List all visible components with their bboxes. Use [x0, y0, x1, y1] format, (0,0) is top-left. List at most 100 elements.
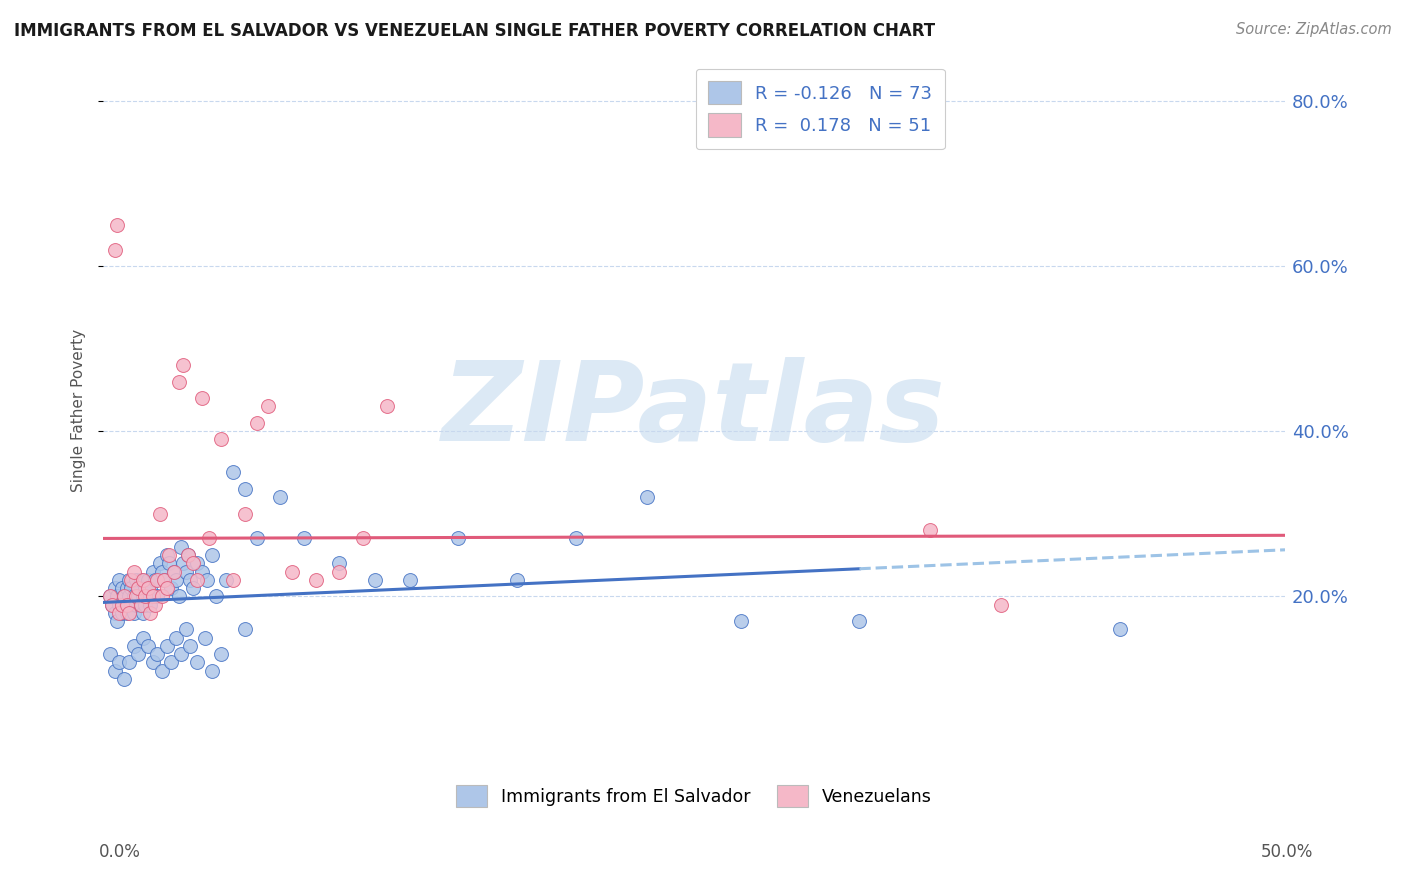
- Point: [174, 623, 197, 637]
- Point: [167, 375, 190, 389]
- Point: [120, 581, 142, 595]
- Point: [195, 573, 218, 587]
- Point: [233, 623, 256, 637]
- Point: [446, 532, 468, 546]
- Point: [505, 573, 527, 587]
- Point: [143, 573, 166, 587]
- Point: [136, 639, 159, 653]
- Point: [120, 573, 142, 587]
- Text: 0.0%: 0.0%: [98, 843, 141, 861]
- Point: [136, 581, 159, 595]
- Point: [177, 548, 200, 562]
- Point: [127, 589, 149, 603]
- Point: [179, 573, 201, 587]
- Text: 50.0%: 50.0%: [1260, 843, 1313, 861]
- Point: [118, 589, 141, 603]
- Point: [132, 573, 155, 587]
- Point: [191, 565, 214, 579]
- Point: [127, 581, 149, 595]
- Point: [125, 589, 148, 603]
- Point: [222, 466, 245, 480]
- Point: [127, 647, 149, 661]
- Point: [167, 589, 190, 603]
- Point: [179, 639, 201, 653]
- Point: [120, 598, 142, 612]
- Point: [1108, 623, 1130, 637]
- Point: [364, 573, 387, 587]
- Point: [848, 614, 870, 628]
- Point: [139, 581, 162, 595]
- Point: [111, 598, 134, 612]
- Y-axis label: Single Father Poverty: Single Father Poverty: [72, 329, 86, 492]
- Point: [163, 565, 186, 579]
- Point: [132, 631, 155, 645]
- Point: [160, 581, 183, 595]
- Point: [111, 606, 134, 620]
- Point: [281, 565, 304, 579]
- Point: [104, 243, 127, 257]
- Point: [105, 589, 128, 603]
- Point: [129, 573, 152, 587]
- Point: [129, 598, 152, 612]
- Point: [201, 548, 224, 562]
- Text: IMMIGRANTS FROM EL SALVADOR VS VENEZUELAN SINGLE FATHER POVERTY CORRELATION CHAR: IMMIGRANTS FROM EL SALVADOR VS VENEZUELA…: [14, 22, 935, 40]
- Point: [920, 523, 942, 537]
- Point: [112, 589, 135, 603]
- Point: [98, 589, 121, 603]
- Point: [153, 573, 176, 587]
- Point: [127, 581, 149, 595]
- Point: [146, 573, 169, 587]
- Point: [163, 565, 186, 579]
- Point: [136, 573, 159, 587]
- Point: [222, 573, 245, 587]
- Point: [165, 631, 187, 645]
- Point: [125, 573, 148, 587]
- Point: [112, 598, 135, 612]
- Point: [172, 556, 194, 570]
- Point: [636, 490, 658, 504]
- Point: [150, 589, 173, 603]
- Point: [115, 606, 138, 620]
- Point: [160, 656, 183, 670]
- Point: [201, 664, 224, 678]
- Legend: Immigrants from El Salvador, Venezuelans: Immigrants from El Salvador, Venezuelans: [447, 776, 941, 816]
- Point: [108, 656, 131, 670]
- Point: [191, 391, 214, 405]
- Point: [233, 507, 256, 521]
- Point: [186, 573, 208, 587]
- Point: [142, 565, 165, 579]
- Point: [165, 573, 187, 587]
- Point: [132, 606, 155, 620]
- Point: [122, 565, 145, 579]
- Point: [198, 532, 221, 546]
- Point: [108, 598, 131, 612]
- Point: [215, 573, 238, 587]
- Point: [174, 565, 197, 579]
- Point: [186, 656, 208, 670]
- Point: [104, 606, 127, 620]
- Point: [122, 589, 145, 603]
- Point: [142, 589, 165, 603]
- Point: [193, 631, 215, 645]
- Point: [98, 589, 121, 603]
- Point: [118, 606, 141, 620]
- Point: [139, 598, 162, 612]
- Point: [186, 556, 208, 570]
- Point: [990, 598, 1012, 612]
- Point: [134, 598, 156, 612]
- Point: [328, 556, 350, 570]
- Point: [98, 647, 121, 661]
- Point: [118, 656, 141, 670]
- Point: [149, 556, 172, 570]
- Point: [132, 589, 155, 603]
- Point: [352, 532, 374, 546]
- Point: [177, 548, 200, 562]
- Point: [112, 672, 135, 686]
- Point: [181, 581, 204, 595]
- Text: Source: ZipAtlas.com: Source: ZipAtlas.com: [1236, 22, 1392, 37]
- Point: [156, 548, 179, 562]
- Point: [257, 400, 280, 414]
- Point: [118, 573, 141, 587]
- Point: [139, 606, 162, 620]
- Point: [564, 532, 586, 546]
